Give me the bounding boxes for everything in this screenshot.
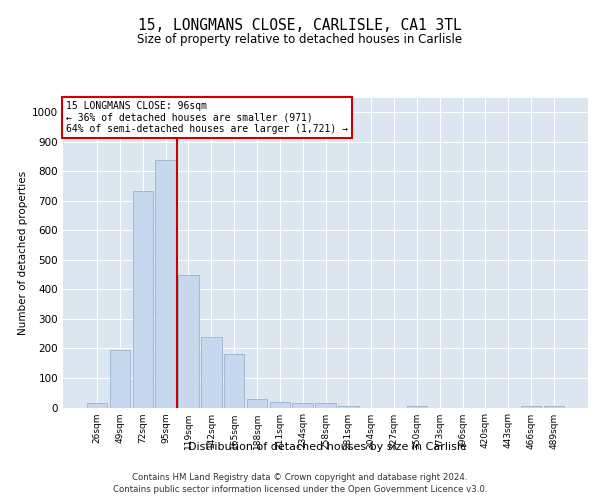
Text: Size of property relative to detached houses in Carlisle: Size of property relative to detached ho…	[137, 32, 463, 46]
Bar	[521, 406, 541, 407]
Text: Contains HM Land Registry data © Crown copyright and database right 2024.: Contains HM Land Registry data © Crown c…	[132, 472, 468, 482]
Bar	[247, 398, 267, 407]
Bar	[155, 160, 176, 408]
Bar	[178, 274, 199, 407]
Text: 15 LONGMANS CLOSE: 96sqm
← 36% of detached houses are smaller (971)
64% of semi-: 15 LONGMANS CLOSE: 96sqm ← 36% of detach…	[65, 100, 347, 134]
Bar	[407, 406, 427, 407]
Bar	[110, 350, 130, 408]
Bar	[315, 403, 336, 407]
Text: Distribution of detached houses by size in Carlisle: Distribution of detached houses by size …	[188, 442, 466, 452]
Bar	[224, 354, 244, 408]
Bar	[269, 402, 290, 407]
Bar	[201, 336, 221, 407]
Y-axis label: Number of detached properties: Number of detached properties	[18, 170, 28, 334]
Text: Contains public sector information licensed under the Open Government Licence v3: Contains public sector information licen…	[113, 485, 487, 494]
Text: 15, LONGMANS CLOSE, CARLISLE, CA1 3TL: 15, LONGMANS CLOSE, CARLISLE, CA1 3TL	[138, 18, 462, 32]
Bar	[338, 406, 359, 407]
Bar	[133, 190, 153, 408]
Bar	[544, 406, 564, 407]
Bar	[292, 403, 313, 407]
Bar	[87, 403, 107, 407]
